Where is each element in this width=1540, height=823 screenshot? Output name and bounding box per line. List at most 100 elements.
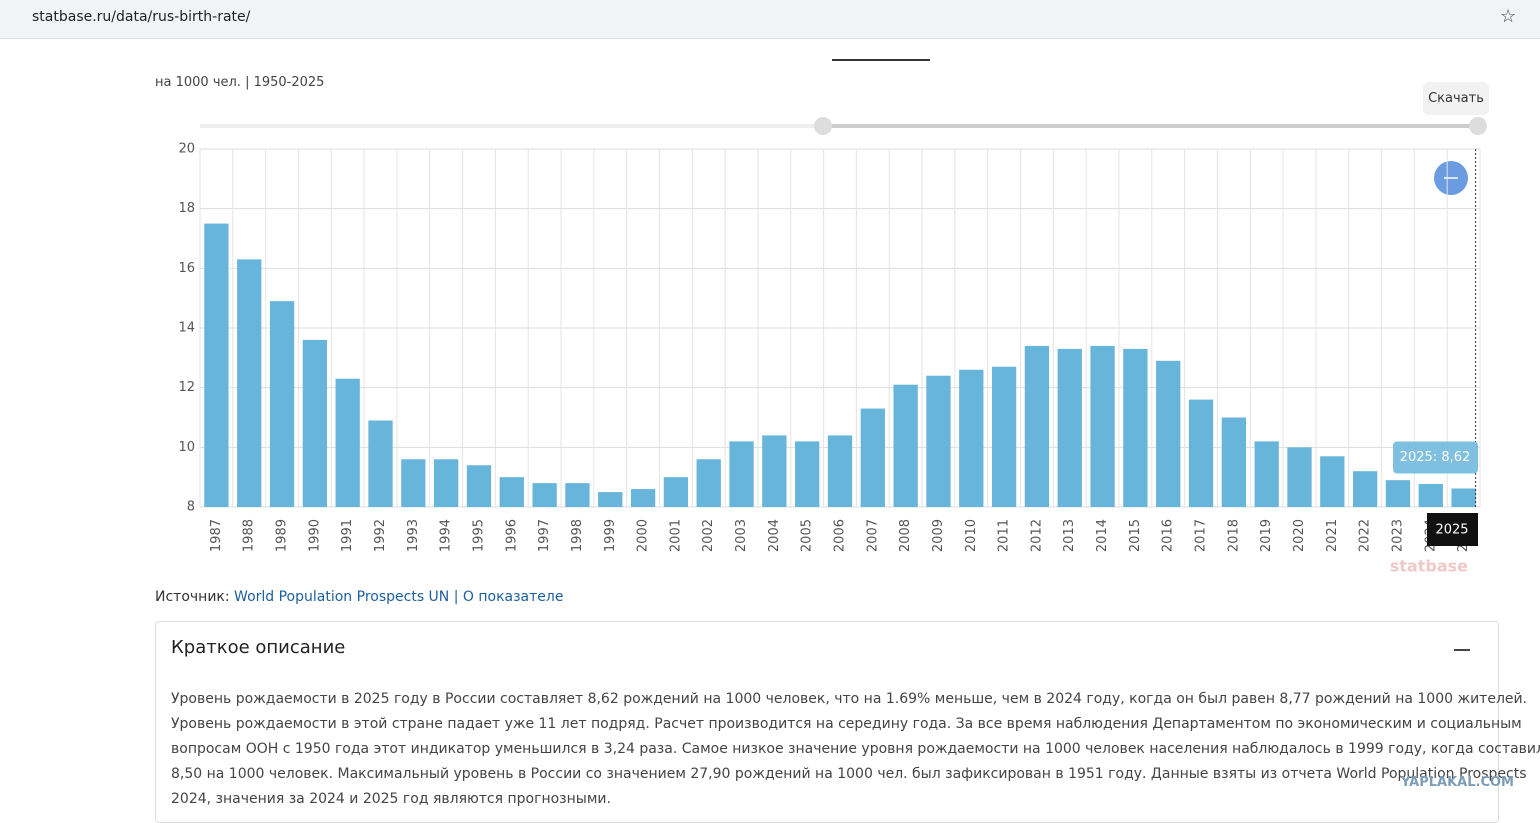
x-tick-label: 1989 xyxy=(275,519,290,552)
description-line: Уровень рождаемости в 2025 году в России… xyxy=(171,691,1528,707)
bar xyxy=(959,369,984,507)
x-tick-label: 1998 xyxy=(570,519,585,552)
collapse-button[interactable] xyxy=(1454,649,1470,651)
x-tick-label: 2011 xyxy=(997,519,1012,552)
bar xyxy=(1320,456,1345,507)
bar xyxy=(663,477,689,507)
x-tick-label: 2022 xyxy=(1358,519,1373,552)
x-tick-label: 1990 xyxy=(307,519,322,552)
bar xyxy=(269,301,295,507)
address-bar: statbase.ru/data/rus-birth-rate/ ☆ xyxy=(0,0,1540,39)
url[interactable]: statbase.ru/data/rus-birth-rate/ xyxy=(32,9,251,25)
x-tick-label: 2005 xyxy=(800,519,815,552)
x-tick-label: 2007 xyxy=(865,519,880,552)
bar xyxy=(434,459,459,507)
slider-handle[interactable] xyxy=(814,117,832,135)
x-tick-label: 2002 xyxy=(701,519,716,552)
bar xyxy=(926,375,951,507)
bar xyxy=(237,259,262,507)
x-tick-label: 2006 xyxy=(833,519,848,552)
bar xyxy=(860,408,885,507)
x-tick-label: 2019 xyxy=(1259,519,1274,552)
y-tick-label: 10 xyxy=(178,440,195,455)
bar xyxy=(991,366,1017,507)
description-line: 8,50 на 1000 человек. Максимальный урове… xyxy=(171,766,1527,782)
x-tick-label: 2017 xyxy=(1194,519,1209,552)
x-tick-label: 2020 xyxy=(1292,519,1307,552)
bar xyxy=(565,483,590,507)
card-title: Краткое описание xyxy=(171,637,346,658)
x-tick-label: 1996 xyxy=(504,519,519,552)
x-tick-label: 1992 xyxy=(373,519,388,552)
x-tick-label: 2000 xyxy=(636,519,651,552)
slider-handle[interactable] xyxy=(1469,117,1487,135)
bar xyxy=(335,378,360,507)
x-tick-label: 2015 xyxy=(1128,519,1143,552)
x-tick-label: 1988 xyxy=(242,519,257,552)
bar xyxy=(1418,484,1443,507)
bar xyxy=(795,441,820,507)
source-link[interactable]: World Population Prospects UN | О показа… xyxy=(234,589,564,605)
x-tick-label: 2009 xyxy=(931,519,946,552)
x-tick-label: 2016 xyxy=(1161,519,1176,552)
x-tick-label: 1987 xyxy=(209,519,224,552)
x-tick-label: 1994 xyxy=(439,519,454,552)
x-tick-label: 1997 xyxy=(537,519,552,552)
hover-x-box xyxy=(1427,513,1478,546)
bar xyxy=(1451,488,1476,507)
download-button[interactable]: Скачать xyxy=(1423,82,1489,115)
x-tick-label: 2001 xyxy=(668,519,683,552)
bar xyxy=(1188,399,1214,507)
bar xyxy=(302,339,328,507)
chart: 8 10 12 14 16 18 20 1987 1988 1989 1990 1991 1992 199… xyxy=(178,117,1487,576)
site-watermark: YAPLAKAL.COM xyxy=(1401,775,1514,790)
x-tick-label: 2003 xyxy=(734,519,749,552)
bar xyxy=(1221,417,1246,507)
bar xyxy=(1057,348,1082,507)
bar xyxy=(1156,360,1181,507)
bar xyxy=(729,441,754,507)
x-tick-label: 2008 xyxy=(898,519,913,552)
tab-underline xyxy=(832,59,930,61)
x-tick-label: 2021 xyxy=(1325,519,1340,552)
source: Источник: World Population Prospects UN … xyxy=(155,589,563,605)
y-tick-label: 12 xyxy=(178,380,195,395)
bar xyxy=(598,492,623,507)
hover-x-label: 2025 xyxy=(1435,523,1468,538)
x-tick-label: 1999 xyxy=(603,519,618,552)
x-tick-label: 2010 xyxy=(964,519,979,552)
y-tick-label: 14 xyxy=(178,321,195,336)
y-tick-label: 16 xyxy=(178,261,195,276)
x-tick-label: 2004 xyxy=(767,519,782,552)
bar xyxy=(762,435,787,507)
tooltip-box xyxy=(1393,441,1478,474)
bar xyxy=(696,459,721,507)
bar xyxy=(827,435,853,507)
bar xyxy=(630,489,656,507)
bar xyxy=(1352,471,1378,507)
description-line: 2024, значения за 2024 и 2025 год являют… xyxy=(171,791,611,807)
x-tick-label: 2023 xyxy=(1390,519,1405,552)
bar xyxy=(532,483,557,507)
y-tick-label: 20 xyxy=(178,142,195,157)
bar xyxy=(1123,348,1148,507)
bar xyxy=(401,459,426,507)
description-card: Краткое описание Уровень рождаемости в 2… xyxy=(155,621,1540,823)
description-line: вопросам ООН с 1950 года этот индикатор … xyxy=(171,741,1540,757)
y-tick-label: 8 xyxy=(187,500,195,515)
bar xyxy=(1254,441,1279,507)
x-tick-label: 1993 xyxy=(406,519,421,552)
x-tick-label: 2014 xyxy=(1095,519,1110,552)
bar xyxy=(204,223,229,507)
x-tick-label: 1995 xyxy=(471,519,486,552)
bar xyxy=(368,420,393,507)
bar xyxy=(1287,447,1312,507)
description-line: Уровень рождаемости в этой стране падает… xyxy=(171,716,1522,732)
bar xyxy=(893,384,918,507)
description-text: Уровень рождаемости в 2025 году в России… xyxy=(171,687,1540,812)
bar xyxy=(466,465,492,507)
bookmark-star[interactable]: ☆ xyxy=(1500,6,1517,27)
bar xyxy=(1024,345,1050,507)
x-tick-label: 2012 xyxy=(1029,519,1044,552)
